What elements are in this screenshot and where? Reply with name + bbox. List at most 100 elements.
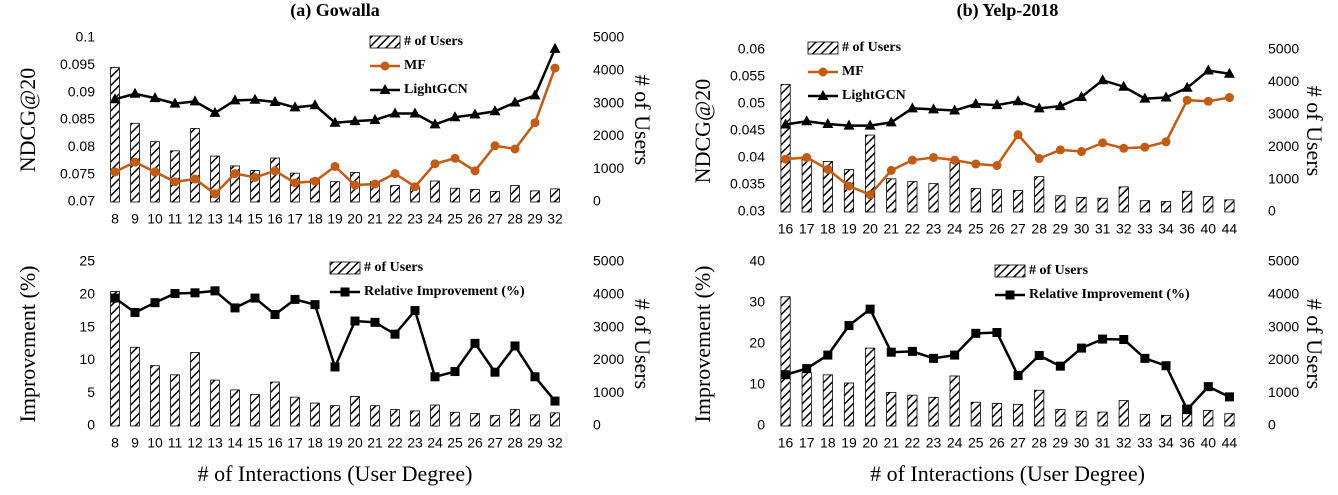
y2-axis-label: # of Users: [1302, 299, 1327, 389]
x-tick-label: 34: [1158, 221, 1174, 237]
bar: [510, 409, 520, 427]
y2-tick-label: 4000: [593, 62, 624, 78]
y2-tick-label: 4000: [593, 286, 624, 302]
point: [1055, 145, 1065, 155]
point: [1076, 343, 1086, 353]
x-tick-label: 29: [1053, 221, 1069, 237]
legend-marker: [817, 90, 829, 100]
x-tick-label: 25: [968, 435, 984, 451]
point: [1119, 334, 1129, 344]
point: [190, 174, 200, 184]
point: [992, 328, 1002, 338]
point: [907, 155, 917, 165]
x-axis-label: # of Interactions (User Degree): [870, 461, 1145, 486]
x-tick-label: 33: [1137, 221, 1153, 237]
point: [549, 42, 561, 53]
bar: [110, 67, 120, 203]
x-tick-label: 16: [267, 211, 283, 227]
point: [330, 161, 340, 171]
point: [150, 298, 160, 308]
x-tick-label: 11: [168, 211, 183, 227]
x-tick-label: 32: [547, 435, 563, 451]
bar: [886, 178, 897, 213]
y-tick-label: 25: [79, 253, 95, 269]
legend-swatch: [994, 264, 1026, 278]
bar: [450, 187, 460, 203]
point: [950, 350, 960, 360]
y2-tick-label: 5000: [593, 253, 624, 269]
y-tick-label: 10: [749, 376, 765, 392]
point: [864, 119, 876, 130]
point: [250, 293, 260, 303]
y2-tick-label: 2000: [1268, 351, 1299, 367]
line: [785, 96, 1230, 197]
bar: [250, 170, 260, 203]
point: [950, 155, 960, 165]
bar: [210, 155, 220, 203]
bar: [330, 181, 340, 203]
x-tick-label: 23: [926, 221, 942, 237]
x-tick-label: 17: [287, 435, 303, 451]
bar: [1034, 176, 1045, 213]
point: [410, 182, 420, 192]
point: [489, 105, 501, 116]
point: [429, 118, 441, 129]
y2-axis-label: # of Users: [630, 299, 655, 389]
x-tick-label: 40: [1201, 435, 1217, 451]
point: [992, 161, 1002, 171]
y2-tick-label: 4000: [1268, 286, 1299, 302]
line: [785, 69, 1230, 127]
point: [1054, 100, 1066, 111]
legend-marker: [340, 287, 350, 297]
point: [309, 99, 321, 110]
y2-tick-label: 0: [1268, 203, 1276, 219]
y-tick-label: 0.035: [730, 176, 765, 192]
x-tick-label: 33: [1137, 435, 1153, 451]
bar: [886, 391, 897, 427]
point: [1140, 142, 1150, 152]
y-tick-label: 0.045: [730, 122, 765, 138]
x-tick-label: 40: [1201, 221, 1217, 237]
point: [907, 346, 917, 356]
x-tick-label: 14: [227, 435, 243, 451]
bar: [1055, 195, 1066, 213]
y-tick-label: 15: [79, 318, 95, 334]
bar: [991, 402, 1002, 427]
point: [1160, 91, 1172, 102]
x-tick-label: 20: [347, 211, 363, 227]
x-tick-label: 36: [1179, 221, 1195, 237]
x-tick-label: 19: [841, 435, 857, 451]
point: [1034, 350, 1044, 360]
bar: [822, 374, 833, 427]
y-tick-label: 20: [79, 286, 95, 302]
bar: [780, 83, 791, 213]
y-tick-label: 0.055: [730, 68, 765, 84]
x-tick-label: 26: [989, 221, 1005, 237]
line: [114, 289, 556, 402]
x-tick-label: 17: [287, 211, 303, 227]
y2-tick-label: 2000: [593, 127, 624, 143]
x-tick-label: 15: [247, 211, 263, 227]
point: [1097, 74, 1109, 85]
bar: [510, 185, 520, 203]
legend-marker: [818, 67, 828, 77]
bar: [130, 346, 140, 427]
point: [1075, 90, 1087, 101]
bar: [430, 404, 440, 427]
x-tick-label: 34: [1158, 435, 1174, 451]
x-tick-label: 10: [147, 435, 163, 451]
point: [885, 116, 897, 127]
y-tick-label: 0: [757, 417, 765, 433]
bar: [1118, 186, 1129, 213]
bar: [1055, 409, 1066, 427]
point: [1034, 154, 1044, 164]
bar: [928, 183, 939, 213]
bar: [801, 158, 812, 213]
x-tick-label: 18: [307, 435, 323, 451]
bar: [1034, 389, 1045, 427]
y2-tick-label: 3000: [593, 94, 624, 110]
x-tick-label: 12: [187, 211, 203, 227]
y-tick-label: 0.04: [738, 149, 765, 165]
bar: [270, 381, 280, 427]
